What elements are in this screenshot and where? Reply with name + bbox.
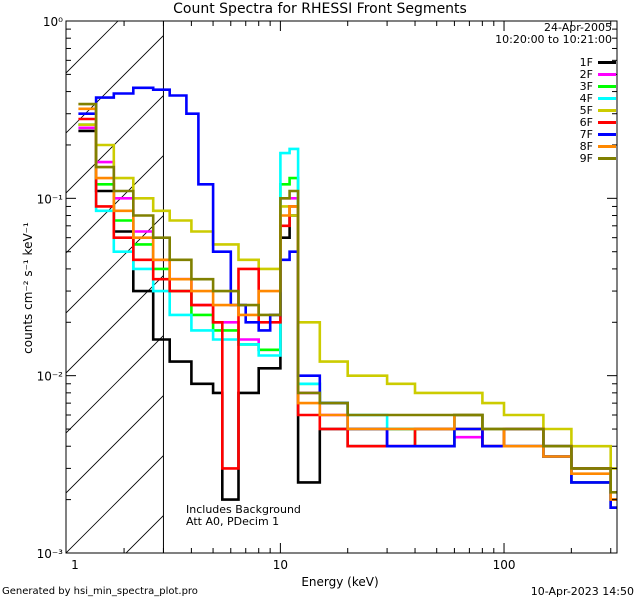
legend-swatch — [598, 84, 616, 88]
y-tick-label: 10⁻² — [37, 370, 64, 384]
plot-frame — [65, 20, 618, 554]
hatch-line — [125, 514, 164, 553]
hatch-line — [66, 274, 164, 374]
hatch-line — [66, 334, 164, 434]
note-background: Includes Background — [186, 503, 301, 516]
series-8f — [78, 107, 617, 501]
series-2f — [78, 126, 617, 509]
x-tick-label: 10 — [273, 558, 288, 572]
observation-time-range: 10:20:00 to 10:21:00 — [495, 33, 612, 46]
legend-swatch — [598, 132, 616, 136]
series-6f — [78, 117, 617, 501]
legend-entry-1f: 1F — [579, 55, 616, 69]
legend-label: 3F — [579, 79, 593, 93]
x-tick-label: 1 — [71, 558, 79, 572]
x-tick-label: 100 — [493, 558, 516, 572]
hatch-line — [66, 34, 164, 134]
legend-swatch — [598, 72, 616, 76]
legend-swatch — [598, 96, 616, 100]
legend-entry-4f: 4F — [579, 91, 616, 105]
legend-entry-7f: 7F — [579, 127, 616, 141]
legend-entry-8f: 8F — [579, 139, 616, 153]
legend-swatch — [598, 60, 616, 64]
legend-entry-6f: 6F — [579, 115, 616, 129]
y-axis-label: counts cm⁻² s⁻¹ keV⁻¹ — [21, 222, 35, 354]
hatch-line — [66, 214, 164, 314]
y-tick-label: 10⁰ — [43, 15, 63, 29]
y-tick-label: 10⁻³ — [37, 547, 64, 561]
note-attenuator: Att A0, PDecim 1 — [186, 515, 280, 528]
legend-entry-3f: 3F — [579, 79, 616, 93]
legend-label: 9F — [579, 151, 593, 165]
legend-label: 8F — [579, 139, 593, 153]
legend-label: 7F — [579, 127, 593, 141]
footer-generator: Generated by hsi_min_spectra_plot.pro — [2, 586, 198, 597]
legend: 1F 2F 3F 4F 5F 6F 7F 8F 9F — [579, 55, 616, 165]
legend-entry-5f: 5F — [579, 103, 616, 117]
legend-label: 1F — [579, 55, 593, 69]
hatch-line — [66, 21, 119, 74]
legend-entry-2f: 2F — [579, 67, 616, 81]
hatch-line — [0, 0, 126, 553]
legend-swatch — [598, 144, 616, 148]
observation-info: 24-Apr-2005 10:20:00 to 10:21:00 — [495, 22, 612, 46]
legend-label: 4F — [579, 91, 593, 105]
x-axis-label: Energy (keV) — [301, 575, 379, 589]
chart-title: Count Spectra for RHESSI Front Segments — [173, 1, 467, 17]
hatch-line — [66, 394, 164, 494]
series-3f — [78, 123, 617, 509]
legend-swatch — [598, 108, 616, 112]
legend-label: 2F — [579, 67, 593, 81]
series-9f — [78, 102, 617, 494]
legend-swatch — [598, 156, 616, 160]
observation-date: 24-Apr-2005 — [543, 21, 612, 34]
legend-label: 6F — [579, 115, 593, 129]
y-tick-label: 10⁻¹ — [37, 192, 64, 206]
footer-timestamp: 10-Apr-2023 14:50 — [530, 585, 634, 598]
legend-swatch — [598, 120, 616, 124]
plot-note: Includes Background Att A0, PDecim 1 — [186, 504, 301, 528]
legend-label: 5F — [579, 103, 593, 117]
hatch-line — [66, 154, 164, 254]
axis-ticks — [66, 20, 617, 554]
legend-entry-9f: 9F — [579, 151, 616, 165]
series-group — [78, 86, 617, 509]
